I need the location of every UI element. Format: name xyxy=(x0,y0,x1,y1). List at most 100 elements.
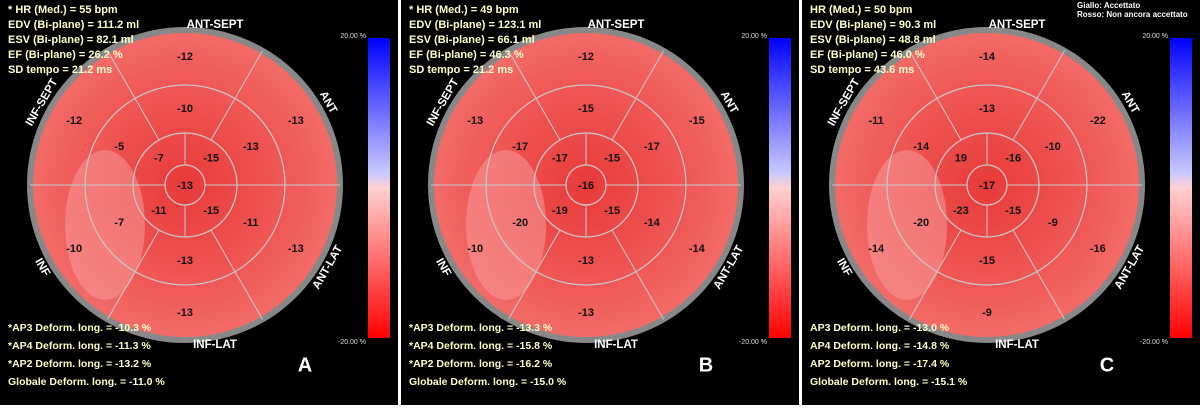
ring-divider xyxy=(508,50,537,99)
footer-line: *AP4 Deform. long. = -15.8 % xyxy=(409,340,553,352)
wall-label: INF-LAT xyxy=(995,339,1039,351)
apex-value: -16 xyxy=(578,180,594,192)
color-bar-label: 20.00 % xyxy=(1142,33,1168,40)
footer-line: Globale Deform. long. = -15.1 % xyxy=(810,376,968,388)
wall-label: ANT-SEPT xyxy=(989,19,1046,31)
segment-value: -10 xyxy=(66,243,82,255)
ring-divider xyxy=(134,98,160,141)
segment-value: -15 xyxy=(604,205,620,217)
ring-divider xyxy=(107,50,136,99)
color-bar-label: 20.00 % xyxy=(741,33,767,40)
panel: -12 -13 -13 -13 -10 -12 -10 -13 -11 -13 -7 -5 -7 -15 -… xyxy=(0,0,398,405)
segment-value: -9 xyxy=(1048,217,1058,229)
footer-line: AP4 Deform. long. = -14.8 % xyxy=(810,340,950,352)
header-line: EF (Bi-plane) = 26.2 % xyxy=(8,49,123,61)
header-line: SD tempo = 21.2 ms xyxy=(8,64,112,76)
ring-divider xyxy=(936,229,962,272)
ring-divider xyxy=(635,50,664,99)
header-line: EF (Bi-plane) = 46.3 % xyxy=(409,49,524,61)
ring-divider xyxy=(611,229,637,272)
segment-value: -13 xyxy=(177,307,193,319)
segment-value: -15 xyxy=(203,205,219,217)
ring-divider xyxy=(508,271,537,320)
header-line: ESV (Bi-plane) = 66.1 ml xyxy=(409,34,535,46)
segment-value: -22 xyxy=(1090,115,1106,127)
segment-value: 19 xyxy=(955,153,967,165)
segment-value: -19 xyxy=(552,205,568,217)
segment-value: -20 xyxy=(913,217,929,229)
ring-divider xyxy=(134,229,160,272)
header-line: EF (Bi-plane) = 46.0 % xyxy=(810,49,925,61)
footer-line: AP3 Deform. long. = -13.0 % xyxy=(810,322,950,334)
header-line: EDV (Bi-plane) = 123.1 ml xyxy=(409,19,541,31)
segment-value: -10 xyxy=(1045,141,1061,153)
panel-letter: A xyxy=(298,354,312,376)
segment-value: -23 xyxy=(953,205,969,217)
segment-value: -14 xyxy=(868,243,885,255)
segment-value: -10 xyxy=(467,243,483,255)
wall-label: ANT-SEPT xyxy=(187,19,244,31)
header-line: ESV (Bi-plane) = 48.8 ml xyxy=(810,34,936,46)
segment-value: -11 xyxy=(869,115,884,127)
segment-value: -13 xyxy=(243,141,259,153)
footer-line: *AP3 Deform. long. = -10.3 % xyxy=(8,322,152,334)
panel: -12 -15 -14 -13 -10 -13 -15 -17 -14 -13 -20 -17 -17 -… xyxy=(401,0,799,405)
wall-label: INF-LAT xyxy=(193,339,237,351)
color-bar xyxy=(368,38,390,338)
ring-divider xyxy=(909,50,938,99)
color-bar-label: -20.00 % xyxy=(739,339,767,346)
panel-letter: C xyxy=(1100,354,1114,376)
segment-value: -15 xyxy=(203,153,219,165)
ring-divider xyxy=(909,271,938,320)
ring-divider xyxy=(535,229,561,272)
segment-value: -16 xyxy=(1090,243,1106,255)
legend-line: Giallo: Accettato xyxy=(1077,1,1140,10)
segment-value: -13 xyxy=(578,307,594,319)
ring-divider xyxy=(1036,50,1065,99)
segment-value: -13 xyxy=(467,115,483,127)
segment-value: -20 xyxy=(512,217,528,229)
color-bar-label: -20.00 % xyxy=(338,339,366,346)
header-line: EDV (Bi-plane) = 90.3 ml xyxy=(810,19,936,31)
header-line: SD tempo = 21.2 ms xyxy=(409,64,513,76)
segment-value: -11 xyxy=(243,217,258,229)
segment-value: -12 xyxy=(66,115,82,127)
segment-value: -14 xyxy=(644,217,661,229)
color-bar-label: 20.00 % xyxy=(340,33,366,40)
ring-divider xyxy=(1012,229,1038,272)
legend-line: Rosso: Non ancora accettato xyxy=(1077,10,1188,19)
segment-value: -15 xyxy=(604,153,620,165)
segment-value: -5 xyxy=(114,141,124,153)
footer-line: *AP2 Deform. long. = -16.2 % xyxy=(409,358,553,370)
footer-line: *AP2 Deform. long. = -13.2 % xyxy=(8,358,152,370)
footer-line: Globale Deform. long. = -15.0 % xyxy=(409,376,567,388)
segment-value: -14 xyxy=(979,51,996,63)
header-line: SD tempo = 43.6 ms xyxy=(810,64,914,76)
footer-line: Globale Deform. long. = -11.0 % xyxy=(8,376,165,388)
segment-value: -14 xyxy=(689,243,706,255)
header-line: EDV (Bi-plane) = 111.2 ml xyxy=(8,19,139,31)
header-line: * HR (Med.) = 55 bpm xyxy=(8,4,118,16)
segment-value: -7 xyxy=(154,153,164,165)
ring-divider xyxy=(210,229,236,272)
panel: -14 -22 -16 -9 -14 -11 -13 -10 -9 -15 -20 -14 19 -16 -… xyxy=(802,0,1200,405)
segment-value: -7 xyxy=(114,217,124,229)
highlight xyxy=(867,150,947,300)
segment-value: -13 xyxy=(177,255,193,267)
apex-value: -13 xyxy=(177,180,193,192)
panel-letter: B xyxy=(699,354,713,376)
segment-value: -13 xyxy=(288,115,304,127)
segment-value: -10 xyxy=(177,103,193,115)
wall-label: INF-LAT xyxy=(594,339,638,351)
color-bar xyxy=(1170,38,1192,338)
apex-value: -17 xyxy=(979,180,995,192)
segment-value: -16 xyxy=(1005,153,1021,165)
segment-value: -13 xyxy=(578,255,594,267)
segment-value: -17 xyxy=(644,141,660,153)
ring-divider xyxy=(635,271,664,320)
segment-value: -14 xyxy=(913,141,930,153)
ring-divider xyxy=(234,271,263,320)
segment-value: -17 xyxy=(552,153,568,165)
segment-value: -11 xyxy=(151,205,166,217)
ring-divider xyxy=(107,271,136,320)
